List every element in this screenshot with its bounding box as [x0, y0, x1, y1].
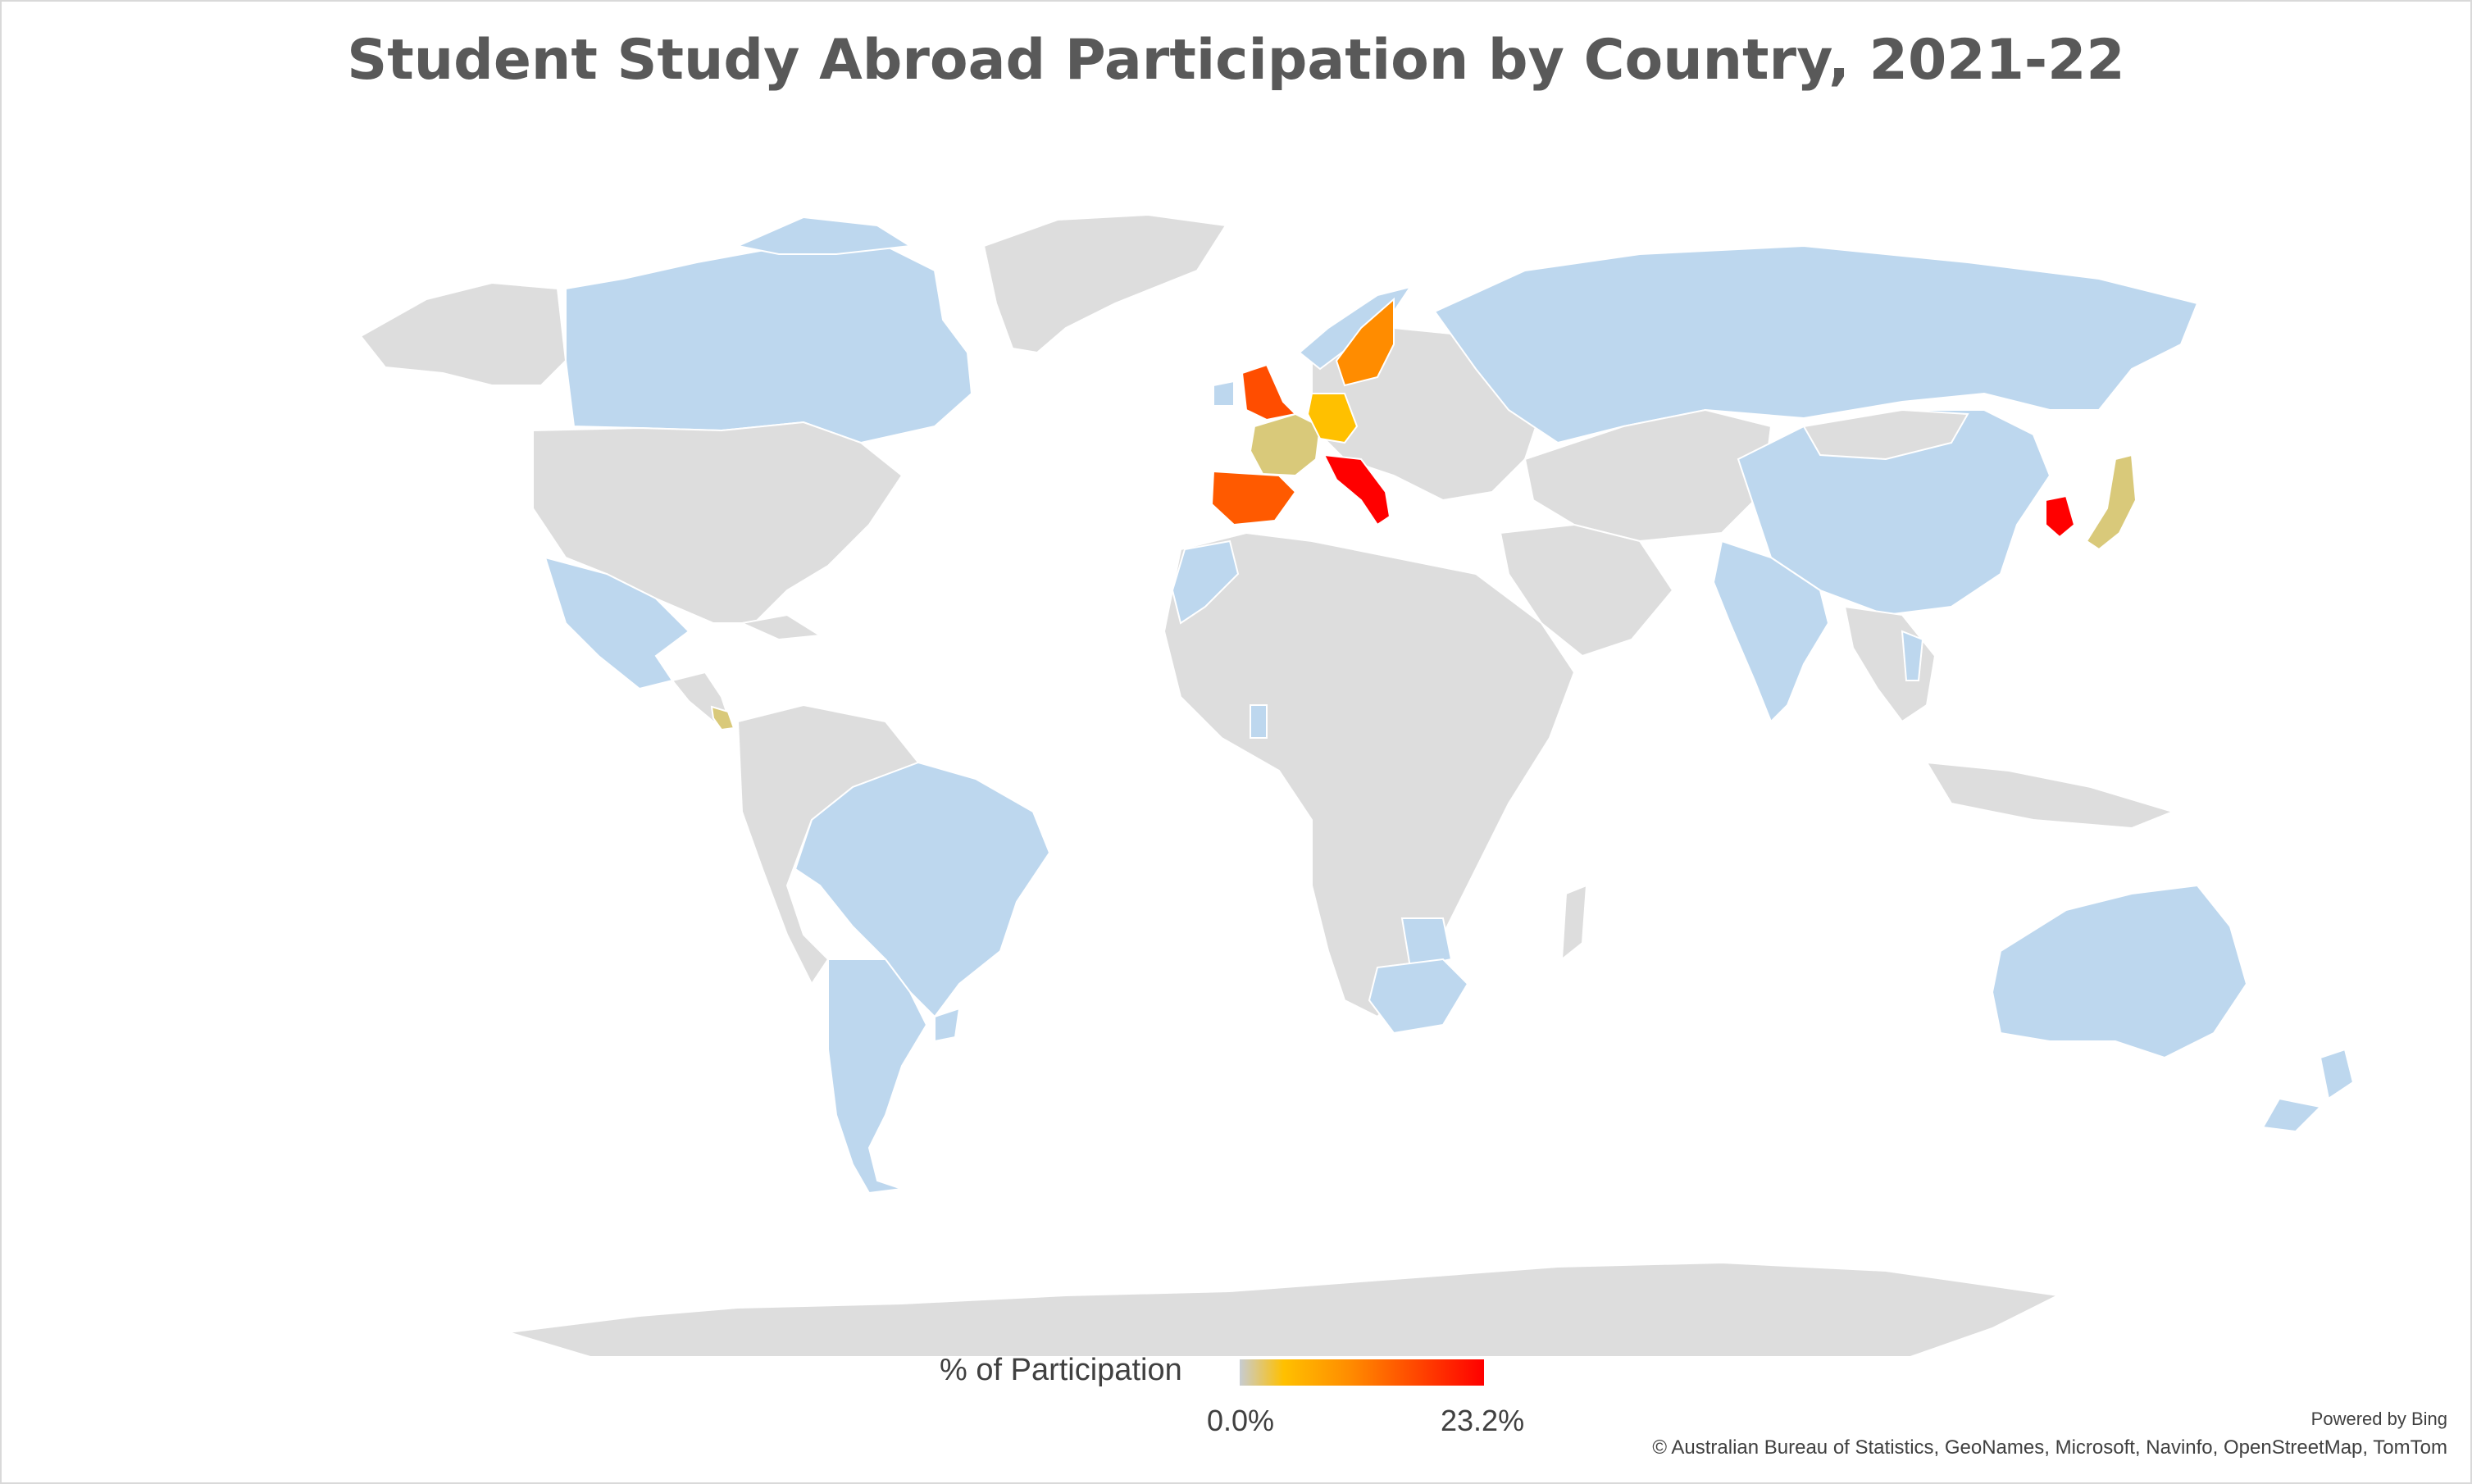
region-mexico — [544, 556, 690, 690]
region-south-america-north — [736, 703, 920, 986]
region-brazil — [794, 761, 1051, 1018]
region-greenland — [982, 213, 1227, 354]
attribution-credits: © Australian Bureau of Statistics, GeoNa… — [1652, 1436, 2447, 1459]
map-title: Student Study Abroad Participation by Co… — [347, 28, 2125, 93]
region-caribbean — [739, 613, 823, 641]
region-southeast-asia — [1843, 605, 1937, 723]
region-ghana — [1250, 704, 1268, 739]
region-united-kingdom — [1241, 363, 1298, 421]
region-indonesia — [1925, 761, 2176, 830]
region-argentina — [827, 958, 928, 1195]
region-uruguay — [934, 1007, 961, 1043]
region-germany — [1306, 393, 1359, 444]
region-france — [1249, 412, 1322, 477]
legend-gradient-bar — [1240, 1359, 1484, 1386]
region-canada-islands — [735, 216, 913, 255]
region-australia — [1991, 884, 2248, 1059]
region-asia-central — [1523, 408, 1773, 543]
legend-title: % of Participation — [940, 1353, 1182, 1387]
legend-max-label: 23.2% — [1441, 1404, 1525, 1437]
powered-by-text: Powered by Bing — [2310, 1409, 2447, 1429]
region-thailand — [1901, 630, 1924, 681]
region-italy — [1322, 453, 1391, 526]
region-middle-east — [1499, 523, 1674, 658]
region-ireland — [1213, 380, 1235, 407]
region-new-zealand — [2319, 1048, 2355, 1100]
region-sweden — [1335, 297, 1395, 387]
region-costa-rica — [710, 705, 735, 731]
region-botswana — [1400, 917, 1453, 969]
region-south-korea — [2045, 494, 2076, 539]
region-africa — [1163, 531, 1576, 1018]
region-madagascar — [1560, 884, 1588, 962]
region-canada — [565, 245, 973, 444]
region-japan — [2085, 453, 2137, 551]
region-india — [1712, 539, 1830, 723]
region-mongolia — [1802, 408, 1969, 461]
region-russia — [1433, 244, 2199, 444]
region-spain — [1210, 470, 1297, 526]
legend-min-label: 0.0% — [1207, 1404, 1275, 1437]
region-morocco — [1171, 539, 1240, 625]
region-new-zealand-south — [2261, 1097, 2323, 1133]
region-alaska — [359, 281, 567, 386]
region-antarctica — [508, 1261, 2061, 1358]
region-usa — [532, 421, 904, 624]
region-south-africa — [1368, 958, 1469, 1035]
